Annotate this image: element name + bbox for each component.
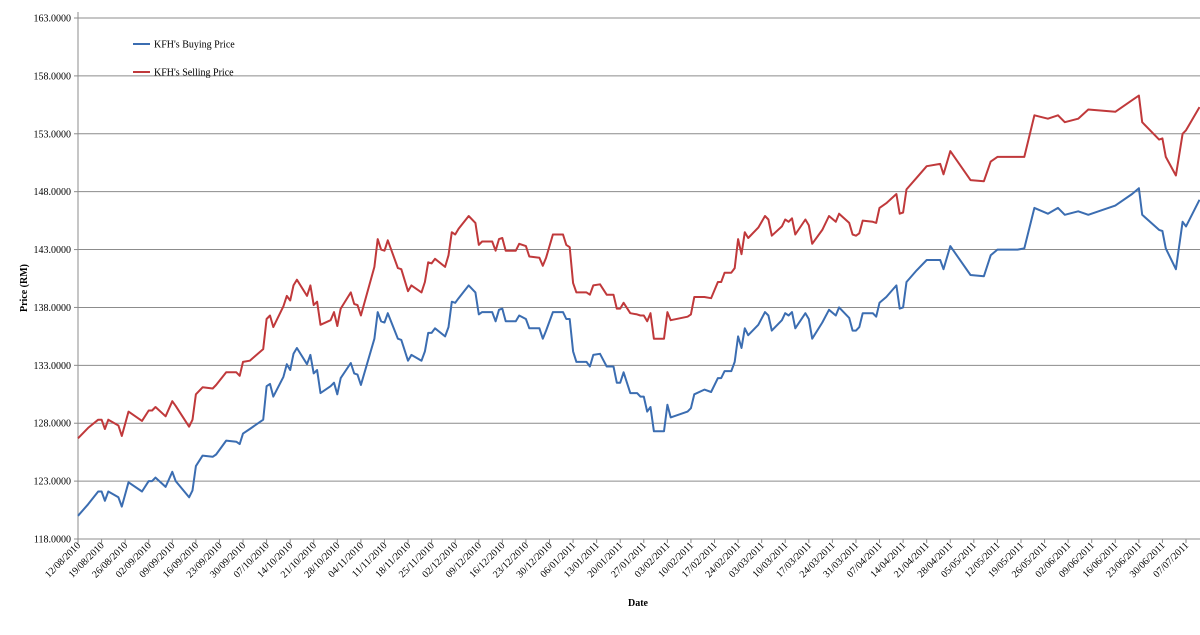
y-tick-label: 153.0000 xyxy=(34,129,72,140)
y-axis-title: Price (RM) xyxy=(19,264,30,312)
y-tick-label: 123.0000 xyxy=(34,477,72,488)
y-tick-label: 118.0000 xyxy=(34,535,71,546)
series-line-selling-price xyxy=(77,94,1200,439)
y-tick-label: 128.0000 xyxy=(34,419,72,430)
y-tick-label: 138.0000 xyxy=(34,303,72,314)
gridlines xyxy=(78,17,1200,540)
y-tick-label: 148.0000 xyxy=(34,187,72,198)
legend: KFH's Buying Price KFH's Selling Price xyxy=(133,40,235,79)
x-axis-title: Date xyxy=(628,598,649,609)
series-line-buying-price xyxy=(77,187,1200,517)
legend-label: KFH's Selling Price xyxy=(154,68,234,79)
y-tick-label: 143.0000 xyxy=(34,245,72,256)
y-tick-label: 163.0000 xyxy=(34,14,72,25)
y-axis: 118.0000 123.0000 128.0000 133.0000 138.0000… xyxy=(34,12,79,546)
x-axis: 12/08/201019/08/201026/08/201002/09/2010… xyxy=(43,538,1200,580)
series-lines xyxy=(77,94,1200,517)
y-tick-label: 133.0000 xyxy=(34,361,72,372)
legend-label: KFH's Buying Price xyxy=(154,40,235,51)
y-tick-label: 158.0000 xyxy=(34,71,72,82)
